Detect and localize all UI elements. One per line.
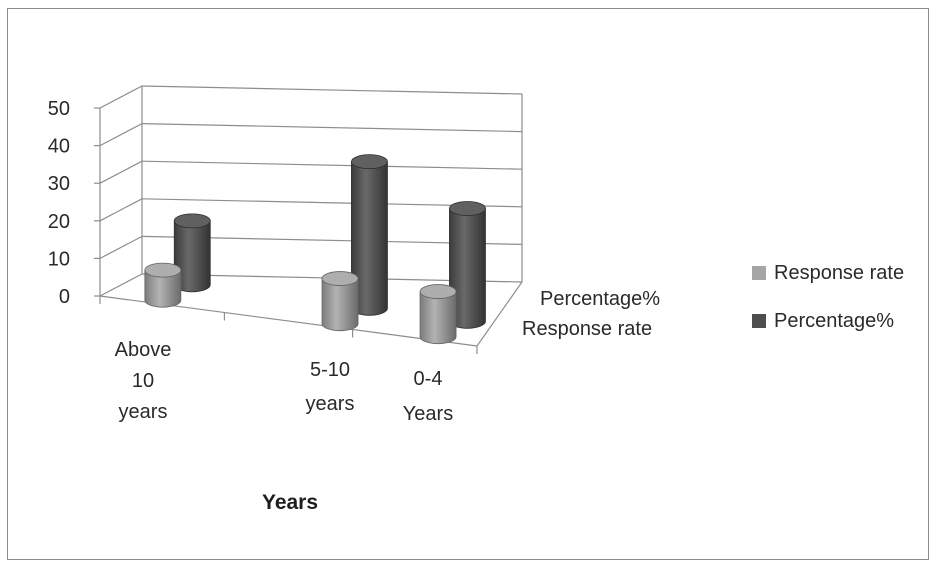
x-category-label: Above 10 years <box>115 339 172 423</box>
bar-response-rate-2 <box>419 284 457 345</box>
x-category-label: 5-10 years <box>306 359 355 415</box>
bar-percentage--2 <box>449 201 486 329</box>
left-wall-gridline <box>99 85 143 109</box>
y-tick-label: 30 <box>48 173 70 195</box>
cylinder-top <box>351 154 388 170</box>
y-tick-label: 10 <box>48 248 70 270</box>
back-wall-gridline <box>141 85 523 95</box>
depth-axis-line <box>476 281 523 347</box>
depth-series-label: Response rate <box>522 318 652 340</box>
left-wall-gridline <box>99 198 143 222</box>
bar-percentage--0 <box>173 213 211 293</box>
y-tick-label: 0 <box>59 286 70 308</box>
cylinder-body <box>419 291 457 345</box>
legend-item: Percentage% <box>752 305 904 337</box>
cylinder-top <box>449 201 486 216</box>
left-wall-gridline <box>99 235 143 259</box>
cylinder-top <box>144 262 182 278</box>
cylinder-body <box>321 278 359 332</box>
x-category-label: 0-4 Years <box>403 368 453 425</box>
y-tick-label: 20 <box>48 211 70 233</box>
cylinder-top <box>321 271 359 286</box>
cylinder-top <box>419 284 457 299</box>
text-layer: 0 10 20 30 40 50 Above 10 years 5-10 years 0-4 Years… <box>48 98 661 514</box>
left-wall-gridline <box>99 273 143 297</box>
legend-swatch <box>752 314 766 328</box>
legend: Response rate Percentage% <box>752 257 904 353</box>
y-tick-label: 40 <box>48 136 70 158</box>
legend-swatch <box>752 266 766 280</box>
legend-label: Response rate <box>774 261 905 284</box>
cylinder-top <box>173 213 211 229</box>
cylinder-body <box>144 269 182 308</box>
bar-response-rate-0 <box>144 262 182 308</box>
bar-layer <box>144 154 486 345</box>
y-tick-label: 50 <box>48 98 70 120</box>
left-wall-gridline <box>99 160 143 184</box>
back-wall-gridline <box>141 123 523 133</box>
back-wall-gridline <box>141 160 523 170</box>
x-axis-title: Years <box>262 491 318 514</box>
legend-label: Percentage% <box>774 309 895 332</box>
bar-response-rate-1 <box>321 271 359 332</box>
legend-item: Response rate <box>752 257 904 289</box>
left-wall-gridline <box>99 123 143 147</box>
depth-series-label: Percentage% <box>540 288 660 310</box>
